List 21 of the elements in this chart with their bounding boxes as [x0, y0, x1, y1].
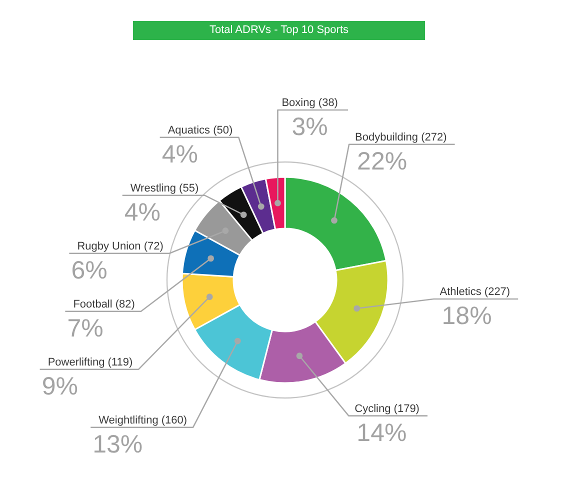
data-label: 6%	[71, 256, 108, 284]
chart-title: Total ADRVs - Top 10 Sports	[133, 21, 425, 40]
slice-label: Athletics (227)	[440, 286, 510, 298]
slice-label: Weightlifting (160)	[98, 414, 188, 426]
slice-label: Cycling (179)	[354, 402, 420, 415]
data-label: 9%	[42, 372, 78, 400]
data-label: 4%	[162, 140, 198, 168]
slice-label: Wrestling (55)	[130, 182, 199, 194]
slice-label: Aquatics (50)	[168, 124, 233, 136]
data-label: 14%	[356, 418, 407, 447]
slice-label: Bodybuilding (272)	[355, 131, 447, 144]
data-label: 7%	[67, 314, 104, 342]
data-label: 22%	[357, 147, 408, 176]
slice-label: Football (82)	[73, 298, 135, 310]
data-label: 13%	[92, 430, 143, 458]
slice-label: Rugby Union (72)	[77, 240, 164, 252]
data-label: 4%	[124, 198, 160, 226]
slice-label: Powerlifting (119)	[48, 356, 133, 368]
slice-label: Boxing (38)	[282, 97, 338, 109]
data-label: 18%	[442, 302, 492, 330]
data-label: 3%	[292, 113, 328, 141]
